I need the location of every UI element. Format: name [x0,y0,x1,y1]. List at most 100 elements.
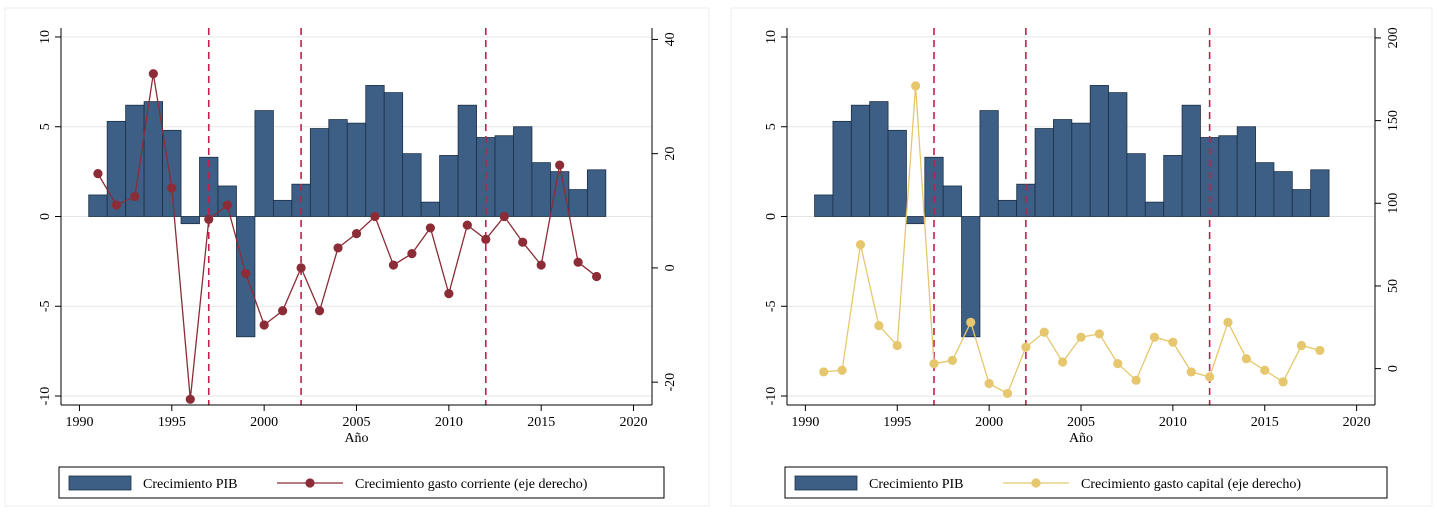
left-chart-panel: -10 -5 0 5 10 -20 0 20 40 1990 1995 2000 2005 2010 201… [0,0,714,514]
series-point [407,249,417,259]
series-point [591,271,602,282]
series-point [555,160,565,170]
bar-pib [1181,104,1201,217]
bar-pib [1053,119,1073,217]
bar-pib [1236,126,1256,217]
left-chart-svg: -10 -5 0 5 10 -20 0 20 40 1990 1995 2000 2005 2010 201… [4,7,710,507]
series-point [314,306,325,316]
series-point [518,237,528,247]
series-point [425,223,435,233]
legend-label-line: Crecimiento gasto corriente (eje derecho… [355,477,588,492]
x-tick-label: 2000 [250,415,278,430]
bar-pib [328,119,348,217]
series-line [97,73,597,400]
series-point [1002,388,1013,399]
legend-box [58,466,665,499]
y-tick-label: -10 [764,387,779,406]
series-point [259,320,269,330]
bar-pib [346,122,367,217]
y2-tick-label: 0 [663,264,678,271]
bar-pib [439,155,459,217]
series-point [204,214,214,224]
bar-pib [457,104,477,217]
y-tick-label: 5 [764,123,779,130]
y2-tick-label: 20 [663,147,678,161]
bar-pib [942,185,962,217]
series-point [333,243,343,253]
bar-pib [1144,201,1165,217]
series-point [1076,332,1086,342]
legend-swatch-bars [794,475,858,491]
x-axis-title: Año [1069,431,1093,446]
y2-tick-label: 40 [663,32,678,46]
series-point [111,200,122,210]
x-tick-label: 2020 [1343,415,1371,430]
y-tick-label: -5 [38,300,53,312]
series-point [1039,327,1049,337]
y-tick-label: 10 [38,30,53,44]
legend-swatch-marker [305,478,315,488]
bar-pib [906,216,926,225]
x-tick-label: 2010 [1159,415,1187,430]
bar-pib [850,104,871,217]
bar-pib [568,189,588,217]
bar-pib [1255,162,1275,217]
bar-pib [1163,155,1183,217]
x-tick-label: 2000 [975,415,1003,430]
series-point [1113,359,1123,369]
x-tick-label: 1995 [158,415,186,430]
y-tick-label: -5 [764,300,779,312]
bar-pib [887,129,907,217]
y-tick-label: 0 [38,213,53,220]
bar-pib [1034,128,1054,217]
series-point [1168,337,1178,347]
series-point [462,220,472,230]
legend-label-bars: Crecimiento PIB [869,477,964,492]
series-point [1260,365,1270,375]
bar-pib [365,85,385,217]
bar-pib [1273,171,1293,217]
legend-label-bars: Crecimiento PIB [143,477,238,492]
y-tick-label: 5 [38,123,53,130]
bar-pib [961,216,981,338]
series-point [1223,317,1233,327]
legend-swatch-bars [68,475,132,491]
y2-tick-label: 150 [1386,110,1401,131]
series-point [1058,357,1068,367]
series-point [819,367,829,377]
x-tick-label: 2010 [435,415,463,430]
bar-pib [550,171,570,217]
y2-tick-label: -20 [663,373,678,392]
y-tick-label: -10 [38,387,53,406]
series-point [499,211,509,222]
series-point [241,269,251,279]
series-point [1315,345,1325,356]
x-tick-label: 1990 [65,415,93,430]
bar-pib [1310,169,1330,217]
right-chart-panel: -10 -5 0 5 10 0 50 100 150 200 1990 1995 2000 2005 201… [726,0,1437,514]
series-point [185,394,195,404]
x-tick-label: 2005 [1067,415,1095,430]
y2-tick-label: 50 [1386,279,1401,293]
series-point [388,260,399,270]
series-point [1296,340,1307,351]
series-point [370,211,380,222]
legend-box [784,466,1388,499]
y2-tick-label: 100 [1386,193,1401,214]
series-point [481,234,491,244]
bar-pib [309,128,330,217]
series-point [1241,354,1251,364]
series-point [874,321,884,331]
series-point [947,355,957,365]
series-point [536,260,546,270]
series-point [929,359,939,369]
y2-tick-label: 0 [1386,365,1401,372]
bar-pib [272,199,293,217]
legend-label-line: Crecimiento gasto capital (eje derecho) [1081,477,1301,492]
x-tick-label: 1990 [791,415,819,430]
series-point [892,340,902,351]
bar-pib [513,126,533,217]
series-point [278,306,288,316]
x-tick-label: 2015 [1251,415,1279,430]
